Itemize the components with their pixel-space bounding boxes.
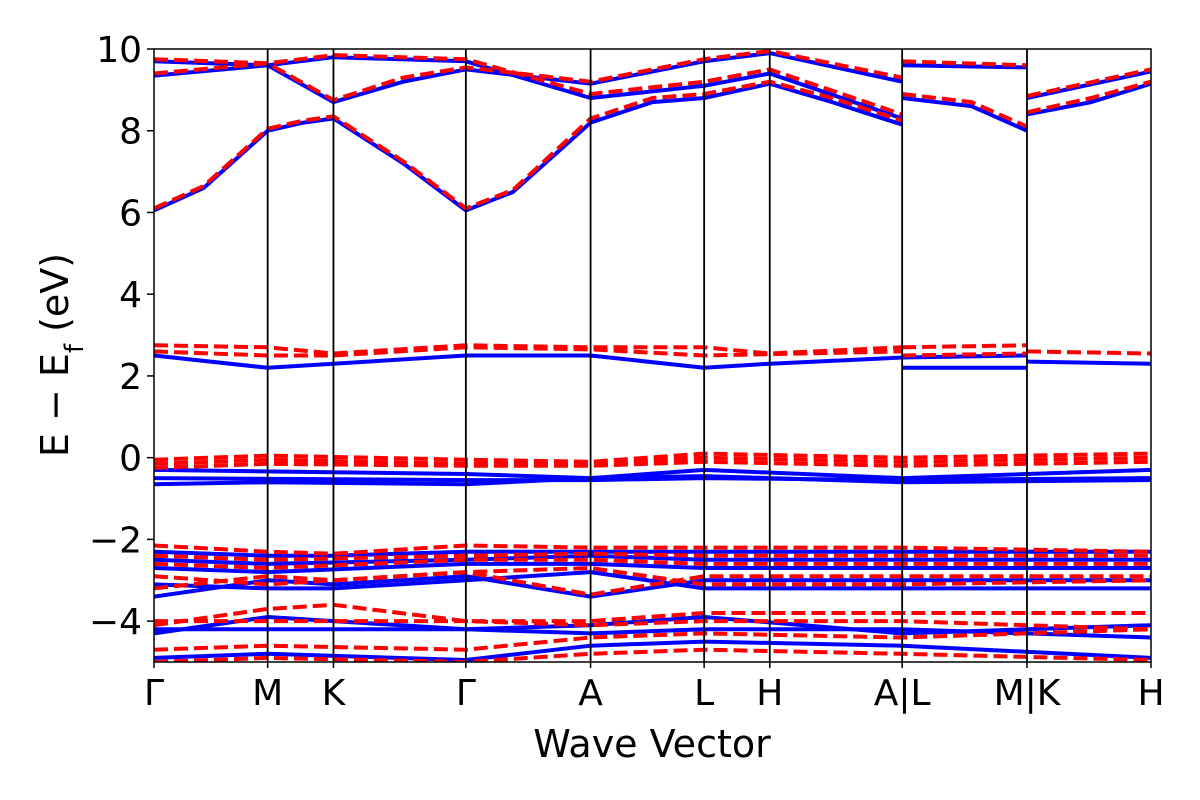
solid-band-line bbox=[154, 570, 1151, 591]
x-tick-label: H bbox=[1137, 673, 1164, 714]
x-tick-label: H bbox=[756, 673, 783, 714]
y-tick-label: 8 bbox=[119, 112, 142, 153]
x-tick-label: K bbox=[322, 673, 347, 714]
y-tick-label: 4 bbox=[119, 275, 142, 316]
dashed-band-line bbox=[902, 351, 1028, 358]
x-tick-label: A bbox=[578, 673, 603, 714]
y-axis-title: E − Ef (eV) bbox=[33, 253, 90, 457]
solid-band-line bbox=[154, 574, 1151, 599]
dashed-band-line bbox=[1026, 67, 1151, 98]
dashed-band-line bbox=[154, 602, 1151, 628]
y-axis-title-main: E − E bbox=[33, 353, 77, 457]
dashed-band-line bbox=[902, 59, 1028, 68]
dashed-band-line bbox=[154, 343, 903, 356]
solid-band-line bbox=[901, 96, 1028, 133]
y-axis-title-unit: (eV) bbox=[33, 253, 77, 332]
kpoint-lines bbox=[266, 49, 1028, 662]
y-tick-label: 0 bbox=[119, 439, 142, 480]
y-tick-label: −4 bbox=[89, 602, 142, 643]
dashed-band-line bbox=[902, 343, 1028, 350]
solid-band-line bbox=[1026, 359, 1151, 366]
dashed-band-line bbox=[901, 92, 1028, 129]
solid-band-line bbox=[902, 63, 1028, 70]
x-tick-label: M|K bbox=[994, 673, 1062, 714]
solid-band-line bbox=[154, 55, 903, 121]
x-tick-label: L bbox=[694, 673, 714, 714]
y-tick-label: 10 bbox=[96, 30, 142, 71]
solid-band-line bbox=[154, 467, 1151, 481]
dashed-band-line bbox=[1026, 349, 1151, 356]
svg-text:E − Ef(eV): E − Ef (eV) bbox=[33, 253, 90, 457]
dashed-band-line bbox=[154, 459, 1151, 470]
x-tick-label: M bbox=[252, 673, 283, 714]
plot-frame bbox=[153, 48, 1152, 663]
y-axis-title-sub: f bbox=[60, 343, 90, 353]
dashed-band-line bbox=[154, 53, 903, 117]
y-tick-label: −2 bbox=[89, 520, 142, 561]
y-ticks: −4 −2 0 2 4 6 8 10 bbox=[89, 30, 154, 643]
solid-band-line bbox=[154, 549, 1151, 558]
solid-band-line bbox=[154, 81, 903, 213]
dashed-band-line bbox=[154, 543, 1151, 556]
x-tick-label: Γ bbox=[144, 673, 164, 714]
dashed-band-line bbox=[154, 79, 903, 211]
x-tick-label: A|L bbox=[874, 673, 931, 714]
y-tick-label: 2 bbox=[119, 357, 142, 398]
bands-layer bbox=[154, 49, 1151, 662]
x-axis-title: Wave Vector bbox=[533, 722, 771, 766]
solid-band-line bbox=[1026, 81, 1151, 117]
dashed-band-line bbox=[154, 566, 1151, 587]
x-tick-label: Γ bbox=[456, 673, 476, 714]
x-ticks: Γ M K Γ A L H A|L M|K H bbox=[144, 662, 1165, 714]
solid-band-line bbox=[154, 353, 903, 370]
dashed-band-line bbox=[154, 570, 1151, 597]
y-tick-label: 6 bbox=[119, 193, 142, 234]
dashed-band-line bbox=[1026, 79, 1151, 115]
